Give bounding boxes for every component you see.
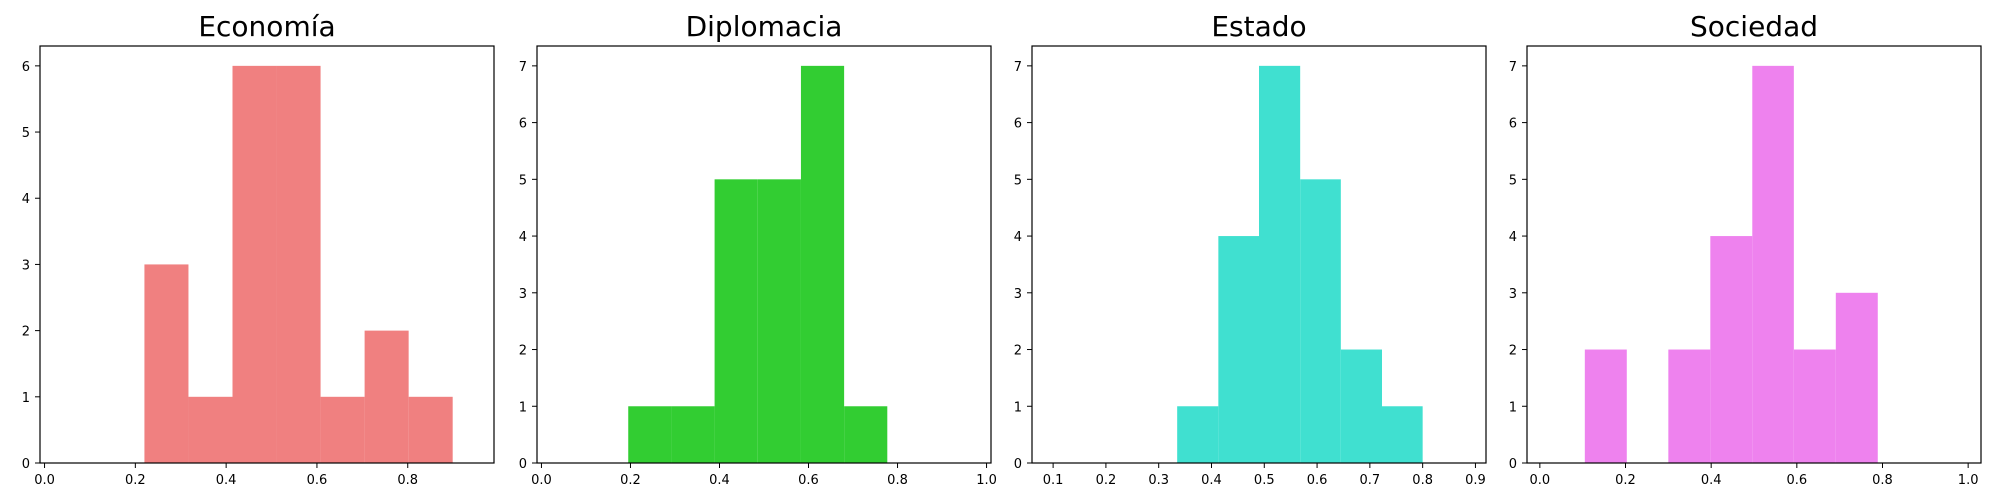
y-tick-label: 6 (1509, 117, 1517, 132)
y-tick-label: 6 (1014, 117, 1022, 132)
histogram-bar (714, 179, 758, 463)
x-tick-label: 0.4 (1201, 473, 1222, 488)
x-tick-label: 0.2 (1096, 473, 1117, 488)
y-tick-label: 2 (22, 325, 30, 340)
y-tick-label: 2 (519, 344, 527, 359)
y-tick-label: 2 (1014, 344, 1022, 359)
y-tick-label: 7 (519, 60, 527, 75)
axes-frame (1031, 45, 1487, 464)
histogram-panel: 0.0 0.2 0.4 0.6 0.8 0 1 2 3 4 5 6 Economía (22, 10, 495, 488)
histogram-bar (1340, 349, 1383, 463)
x-tick-label: 0.4 (1701, 473, 1722, 488)
x-tick-label: 0.0 (34, 473, 55, 488)
histogram-bar (1710, 236, 1753, 463)
y-tick-label: 5 (1014, 173, 1022, 188)
y-tick-label: 3 (1014, 287, 1022, 302)
y-tick-label: 4 (519, 230, 527, 245)
histogram-bar (232, 65, 277, 463)
x-tick-label: 0.9 (1465, 473, 1486, 488)
y-tick-label: 5 (1509, 173, 1517, 188)
x-tick-label: 0.8 (887, 473, 908, 488)
histogram-bar (1668, 349, 1711, 463)
histogram-bar (1584, 349, 1627, 463)
histogram-bar (1218, 236, 1259, 463)
x-tick-label: 0.5 (1254, 473, 1275, 488)
axes-frame (536, 45, 992, 464)
chart-title: Estado (1211, 10, 1306, 43)
histogram-bar (757, 179, 801, 463)
axes-frame (39, 45, 495, 464)
histogram-bar (1835, 292, 1878, 463)
histogram-bar (1177, 406, 1219, 463)
histogram-panel: 0.0 0.2 0.4 0.6 0.8 1.0 0 1 2 3 4 5 6 7 Sociedad (1509, 10, 1982, 488)
x-tick-label: 0.2 (125, 473, 146, 488)
histogram-bar (671, 406, 715, 463)
x-tick-label: 0.6 (307, 473, 328, 488)
x-tick-label: 0.0 (1530, 473, 1551, 488)
histogram-bar (1793, 349, 1836, 463)
y-tick-label: 7 (1509, 60, 1517, 75)
y-tick-label: 5 (519, 173, 527, 188)
y-tick-label: 0 (1509, 457, 1517, 472)
x-tick-label: 0.8 (397, 473, 418, 488)
histogram-bar (320, 396, 365, 463)
y-tick-label: 1 (1014, 400, 1022, 415)
y-tick-label: 2 (1509, 344, 1517, 359)
x-tick-label: 0.7 (1360, 473, 1381, 488)
y-tick-label: 3 (22, 258, 30, 273)
histogram-bar (276, 65, 321, 463)
y-tick-label: 5 (22, 126, 30, 141)
x-tick-label: 0.4 (709, 473, 730, 488)
y-tick-label: 0 (22, 457, 30, 472)
x-tick-label: 0.6 (798, 473, 819, 488)
y-tick-label: 1 (22, 391, 30, 406)
y-tick-label: 4 (1509, 230, 1517, 245)
y-tick-label: 4 (1014, 230, 1022, 245)
x-tick-label: 0.0 (531, 473, 552, 488)
x-tick-label: 0.3 (1148, 473, 1169, 488)
x-tick-label: 0.4 (216, 473, 237, 488)
y-tick-label: 0 (1014, 457, 1022, 472)
x-tick-label: 0.1 (1043, 473, 1064, 488)
histogram-bar (844, 406, 888, 463)
y-tick-label: 3 (1509, 287, 1517, 302)
histogram-bar (364, 330, 409, 463)
x-tick-label: 0.2 (1615, 473, 1636, 488)
histogram-bar (144, 264, 189, 463)
y-tick-label: 3 (519, 287, 527, 302)
chart-title: Diplomacia (686, 10, 843, 43)
histogram-panel: 0.0 0.2 0.4 0.6 0.8 1.0 0 1 2 3 4 5 6 7 Diplomacia (519, 10, 997, 488)
x-tick-label: 0.6 (1786, 473, 1807, 488)
y-tick-label: 1 (519, 400, 527, 415)
chart-title: Sociedad (1690, 10, 1818, 43)
x-tick-label: 0.2 (620, 473, 641, 488)
y-tick-label: 4 (22, 192, 30, 207)
y-tick-label: 0 (519, 457, 527, 472)
chart-title: Economía (198, 10, 335, 43)
x-tick-label: 0.8 (1872, 473, 1893, 488)
y-tick-label: 6 (22, 60, 30, 75)
x-tick-label: 0.8 (1412, 473, 1433, 488)
axes-frame (1526, 45, 1982, 464)
y-tick-label: 6 (519, 117, 527, 132)
y-tick-label: 1 (1509, 400, 1517, 415)
histogram-bar (1382, 406, 1423, 463)
histogram-panel: 0.1 0.2 0.3 0.4 0.5 0.6 0.7 0.8 0.9 0 1 2 3 4 5 6 7 Estad… (1014, 10, 1487, 488)
histogram-bar (1752, 65, 1794, 463)
y-tick-label: 7 (1014, 60, 1022, 75)
x-tick-label: 0.6 (1307, 473, 1328, 488)
x-tick-label: 1.0 (1958, 473, 1979, 488)
x-tick-label: 1.0 (976, 473, 997, 488)
histogram-bar (800, 65, 845, 463)
histogram-bar (628, 406, 672, 463)
histogram-bar (1300, 179, 1341, 463)
histogram-bar (1259, 65, 1301, 463)
histogram-bar (408, 396, 453, 463)
histogram-bar (188, 396, 233, 463)
